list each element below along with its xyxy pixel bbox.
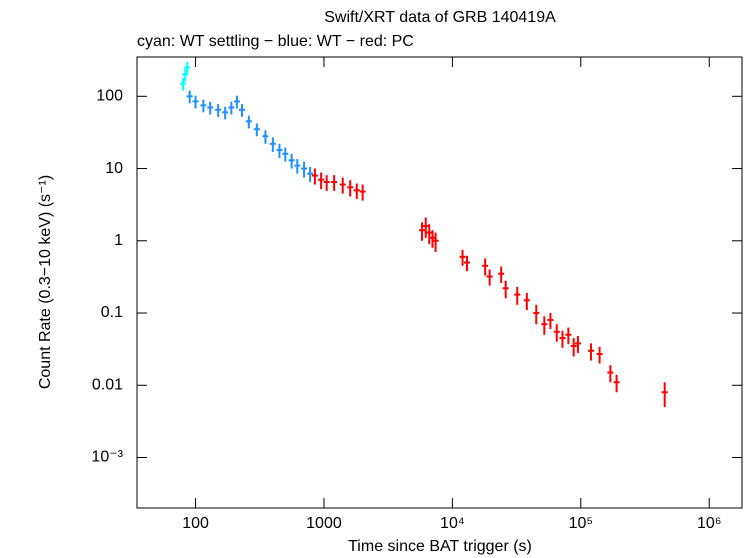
plot-frame xyxy=(136,56,743,509)
x-tick-label: 100 xyxy=(182,515,209,532)
x-tick-label: 10⁶ xyxy=(697,515,721,532)
y-tick-label: 0.1 xyxy=(101,304,123,321)
y-tick-label: 10 xyxy=(105,160,123,177)
x-tick-label: 1000 xyxy=(306,515,342,532)
chart-title: Swift/XRT data of GRB 140419A xyxy=(324,9,556,26)
chart-subtitle: cyan: WT settling − blue: WT − red: PC xyxy=(137,33,414,50)
x-axis-label: Time since BAT trigger (s) xyxy=(348,538,532,555)
y-tick-label: 0.01 xyxy=(92,376,123,393)
x-tick-label: 10⁴ xyxy=(440,515,465,532)
x-tick-label: 10⁵ xyxy=(569,515,593,532)
y-tick-label: 100 xyxy=(96,88,123,105)
y-axis-label: Count Rate (0.3−10 keV) (s⁻¹) xyxy=(37,175,54,389)
y-tick-label: 10⁻³ xyxy=(91,449,123,466)
y-tick-label: 1 xyxy=(114,232,123,249)
